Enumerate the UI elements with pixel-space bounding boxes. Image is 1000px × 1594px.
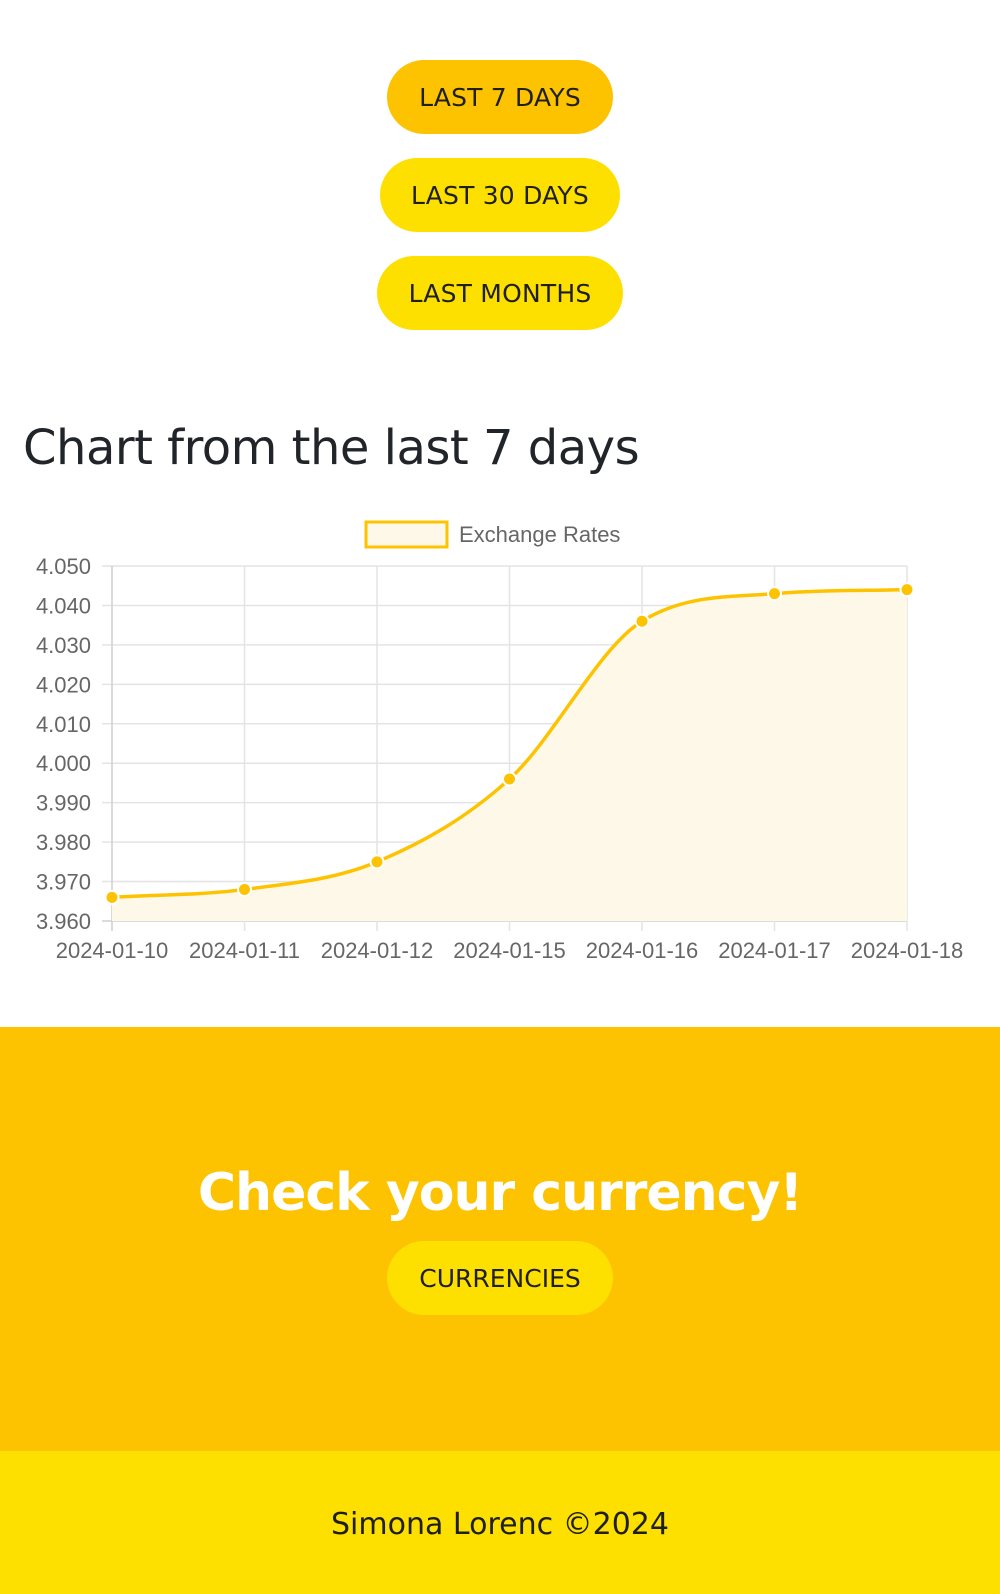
x-tick-label: 2024-01-12 — [321, 938, 434, 963]
y-tick-label: 4.040 — [36, 593, 91, 618]
y-tick-label: 4.020 — [36, 672, 91, 697]
footer: Simona Lorenc ©2024 — [0, 1451, 1000, 1594]
x-tick-label: 2024-01-16 — [586, 938, 699, 963]
footer-copyright: Simona Lorenc ©2024 — [331, 1507, 669, 1542]
x-tick-label: 2024-01-18 — [851, 938, 964, 963]
y-tick-label: 3.970 — [36, 870, 91, 895]
data-point[interactable] — [104, 889, 120, 905]
last-months-button[interactable]: LAST MONTHS — [377, 256, 623, 330]
data-point[interactable] — [502, 771, 517, 787]
chart-svg: Exchange Rates 4.050 4.040 4.030 4.020 4.010… — [36, 520, 964, 963]
legend-swatch — [364, 520, 449, 549]
y-tick-label: 3.990 — [36, 791, 91, 816]
data-point[interactable] — [369, 854, 385, 870]
x-tick-label: 2024-01-17 — [718, 938, 831, 963]
series-area — [112, 589, 907, 921]
currencies-button[interactable]: CURRENCIES — [387, 1241, 613, 1315]
last-7-days-button[interactable]: LAST 7 DAYS — [387, 60, 613, 134]
last-30-days-button[interactable]: LAST 30 DAYS — [380, 158, 620, 232]
y-tick-label: 4.000 — [36, 751, 91, 776]
exchange-rate-chart: Exchange Rates 4.050 4.040 4.030 4.020 4.010… — [0, 508, 1000, 978]
legend-label: Exchange Rates — [459, 522, 620, 547]
y-tick-label: 3.980 — [36, 830, 91, 855]
x-tick-label: 2024-01-10 — [56, 938, 169, 963]
y-axis-ticks: 4.050 4.040 4.030 4.020 4.010 4.000 3.990 3.980… — [36, 554, 91, 934]
data-point[interactable] — [899, 582, 915, 598]
y-tick-label: 4.050 — [36, 554, 91, 579]
chart-legend[interactable]: Exchange Rates — [364, 520, 620, 549]
data-point[interactable] — [634, 613, 650, 629]
x-tick-label: 2024-01-15 — [453, 938, 566, 963]
y-tick-label: 4.030 — [36, 633, 91, 658]
cta-title: Check your currency! — [197, 1163, 803, 1223]
data-point[interactable] — [237, 881, 252, 897]
x-tick-label: 2024-01-11 — [189, 938, 300, 963]
data-point[interactable] — [767, 586, 782, 602]
chart-title: Chart from the last 7 days — [23, 420, 640, 476]
chart-point-layer — [104, 582, 915, 905]
chart-area-layer — [112, 589, 907, 921]
cta-section: Check your currency! CURRENCIES — [0, 1027, 1000, 1451]
x-axis-ticks: 2024-01-10 2024-01-11 2024-01-12 2024-01-15… — [56, 938, 964, 963]
y-tick-label: 3.960 — [36, 909, 91, 934]
y-tick-label: 4.010 — [36, 712, 91, 737]
